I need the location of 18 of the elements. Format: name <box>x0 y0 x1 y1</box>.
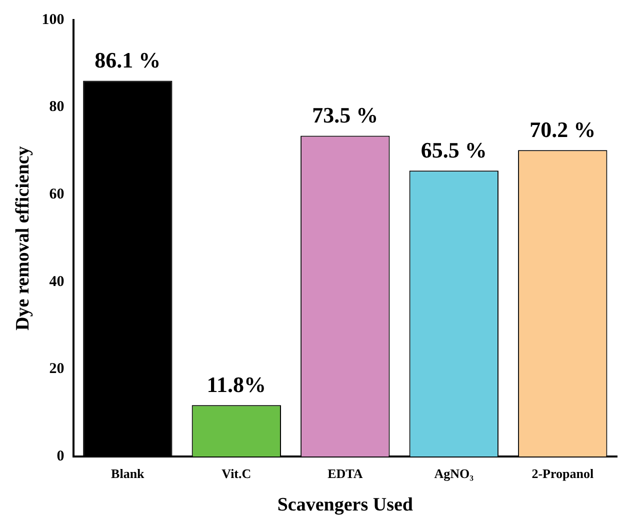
data-label: 65.5 % <box>420 137 487 162</box>
y-tick-label: 40 <box>49 274 64 290</box>
y-tick-label: 0 <box>56 448 64 464</box>
x-tick-label: 2-Propanol <box>532 466 594 481</box>
data-label: 73.5 % <box>312 102 378 128</box>
y-tick-label: 100 <box>42 12 64 28</box>
data-label: 86.1 % <box>94 47 161 72</box>
x-tick-label: EDTA <box>328 466 364 481</box>
data-label: 70.2 % <box>530 116 596 142</box>
y-tick-label: 80 <box>49 99 64 116</box>
x-tick-label: Vit.C <box>222 466 252 481</box>
data-label: 11.8% <box>206 372 266 397</box>
x-axis-title: Scavengers Used <box>277 494 414 516</box>
x-tick-label: Blank <box>111 466 146 481</box>
y-tick-label: 20 <box>49 361 64 378</box>
y-tick-label: 60 <box>49 186 64 203</box>
y-axis-title: Dye removal efficiency <box>12 146 34 330</box>
x-tick-label: AgNO₃ <box>434 466 474 481</box>
